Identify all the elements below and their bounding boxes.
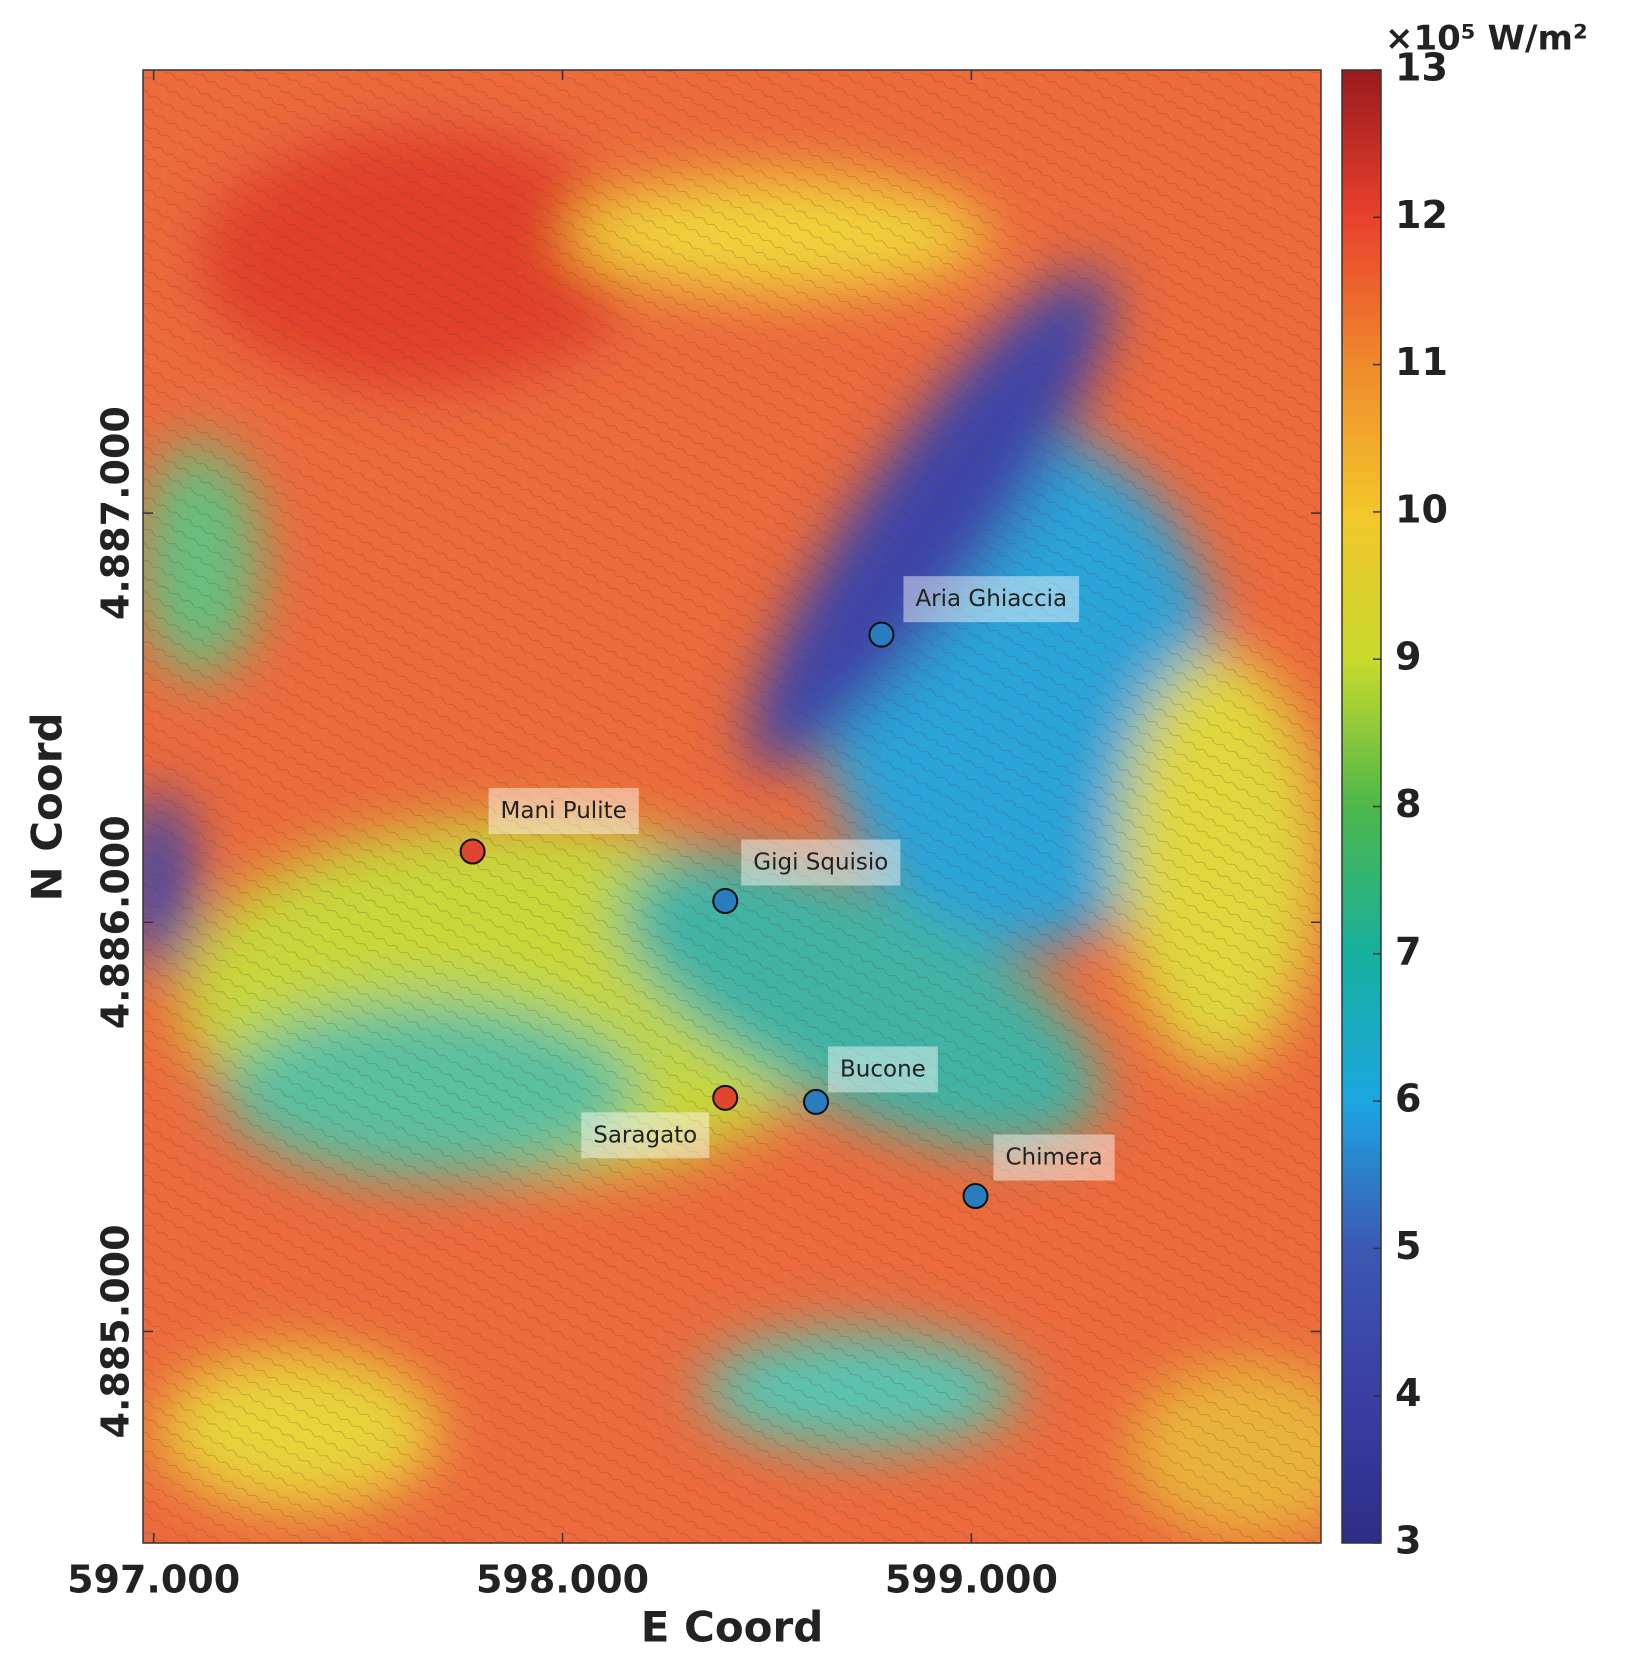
label-box: [741, 839, 901, 886]
colorbar-tick-label: 10: [1395, 487, 1448, 531]
label-box: [993, 1134, 1115, 1181]
colorbar-tick-label: 3: [1395, 1519, 1421, 1563]
label-box: [488, 788, 639, 835]
site-marker: [712, 1084, 739, 1111]
site-marker: [712, 888, 739, 915]
colorbar-tick-label: 5: [1395, 1224, 1421, 1268]
x-tick-label: 599.000: [885, 1558, 1058, 1602]
colorbar-tick-label: 13: [1395, 46, 1448, 90]
x-tick-label: 597.000: [67, 1558, 240, 1602]
point-label: Mani Pulite: [501, 798, 627, 824]
y-axis-label: N Coord: [23, 712, 72, 901]
site-marker: [803, 1088, 830, 1115]
colorbar-tick-label: 12: [1395, 193, 1448, 237]
y-tick-label: 4.885.000: [94, 1224, 138, 1438]
label-box: [581, 1112, 710, 1159]
point-label: Gigi Squisio: [753, 850, 888, 876]
point-label: Bucone: [840, 1056, 926, 1082]
y-tick-label: 4.886.000: [94, 815, 138, 1029]
point-label: Chimera: [1005, 1145, 1102, 1171]
colorbar-tick-label: 8: [1395, 782, 1421, 826]
plot-frame: [142, 69, 1322, 1544]
x-axis-label: E Coord: [641, 1603, 824, 1652]
x-tick-label: 598.000: [476, 1558, 649, 1602]
colorbar-label: ×10⁵ W/m²: [1385, 19, 1588, 59]
label-box: [903, 576, 1080, 623]
y-tick-label: 4.887.000: [94, 406, 138, 620]
colorbar-tick-label: 11: [1395, 340, 1448, 384]
site-marker: [962, 1183, 989, 1210]
colorbar-tick-label: 6: [1395, 1077, 1421, 1121]
point-label: Aria Ghiaccia: [915, 586, 1067, 612]
heatmap: [143, 70, 1321, 1543]
colorbar-tick-label: 4: [1395, 1371, 1421, 1415]
site-marker: [459, 838, 486, 865]
site-marker: [868, 621, 895, 648]
label-box: [828, 1046, 938, 1093]
colorbar-tick-label: 7: [1395, 929, 1421, 973]
point-label: Saragato: [593, 1122, 697, 1148]
colorbar-tick-label: 9: [1395, 635, 1421, 679]
